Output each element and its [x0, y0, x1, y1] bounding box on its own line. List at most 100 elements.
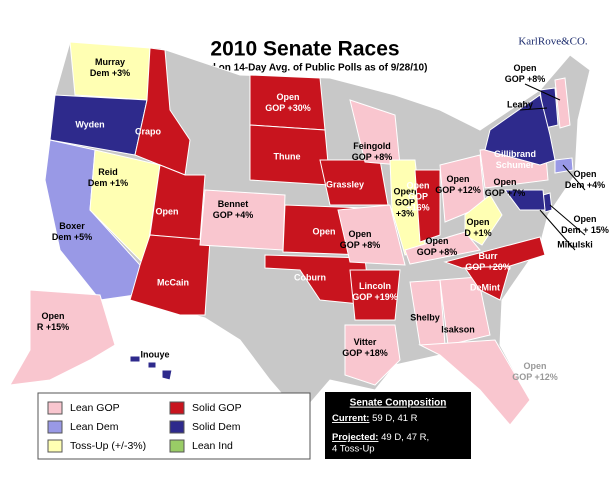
state-label: Lincoln: [359, 281, 391, 291]
legend-swatch: [47, 401, 63, 415]
state-label: Dem +4%: [565, 180, 605, 190]
state: [349, 269, 401, 321]
composition-text: Current: 59 D, 41 R: [332, 413, 418, 424]
state-label: +16%: [406, 202, 429, 212]
legend-swatch: [47, 439, 63, 453]
legend-swatch: [169, 401, 185, 415]
legend-label: Lean Ind: [192, 440, 233, 452]
state: [418, 339, 531, 426]
state-label: Open: [573, 169, 596, 179]
state-label: Feingold: [353, 141, 391, 151]
state-label: GOP +30%: [265, 103, 311, 113]
state-label: Open: [513, 63, 536, 73]
state-label: Inouye: [140, 349, 169, 359]
projected-label: Projected:: [332, 432, 378, 443]
title: 2010 Senate Races: [210, 38, 399, 61]
leader-line: [549, 204, 586, 236]
state-label: Open: [425, 236, 448, 246]
state-label: Shelby: [410, 312, 440, 322]
state-label: Boxer: [59, 221, 85, 231]
state-label: Open: [466, 217, 489, 227]
state: [504, 189, 546, 211]
state-label: Coburn: [294, 272, 326, 282]
state-label: Isakson: [441, 324, 475, 334]
state-label: GOP +12%: [512, 372, 558, 382]
state-label: D +1%: [464, 228, 491, 238]
state-label: Bennet: [218, 199, 249, 209]
state-label: Open: [155, 206, 178, 216]
state-label: Dem +1%: [88, 178, 128, 188]
legend-label: Solid GOP: [192, 402, 242, 414]
current-value: 59 D, 41 R: [372, 413, 418, 424]
composition-text: Projected: 49 D, 47 R,: [332, 432, 429, 443]
state-label: Crapo: [135, 126, 162, 136]
state-label: Gillibrand: [494, 149, 536, 159]
state-label: Open: [406, 180, 429, 190]
leader-line: [562, 164, 586, 191]
state-label: GOP +7%: [485, 188, 526, 198]
leader-line: [524, 83, 561, 101]
state-label: Leahy: [507, 99, 533, 109]
legend-swatch: [169, 439, 185, 453]
state-label: Open: [312, 226, 335, 236]
state-label: Thune: [274, 151, 301, 161]
state-label: Open: [446, 174, 469, 184]
state-label: GOP: [395, 197, 415, 207]
state-label: Mikulski: [557, 239, 593, 249]
legend-swatch: [169, 420, 185, 434]
state-label: Grassley: [326, 179, 364, 189]
legend-label: Toss-Up (+/-3%): [70, 440, 146, 452]
state: [9, 289, 116, 386]
state: [443, 236, 546, 269]
state-label: GOP +19%: [352, 292, 398, 302]
current-label: Current:: [332, 413, 369, 424]
legend-label: Lean GOP: [70, 402, 120, 414]
state-label: GOP +8%: [417, 247, 458, 257]
state-label: McCain: [157, 277, 189, 287]
state: [439, 276, 491, 346]
leader-line: [519, 107, 548, 111]
state-label: GOP +8%: [505, 74, 546, 84]
legend-label: Lean Dem: [70, 421, 119, 433]
state-label: Open: [393, 186, 416, 196]
state: [149, 164, 206, 241]
state-label: Reid: [98, 167, 118, 177]
state-label: Schumer: [496, 160, 535, 170]
state-label: +3%: [396, 208, 414, 218]
projected-value: 49 D, 47 R,: [381, 432, 429, 443]
state-label: Burr: [478, 251, 497, 261]
state-label: Dem +5%: [52, 232, 92, 242]
state-label: Wyden: [75, 119, 104, 129]
state-label: DeMint: [470, 282, 500, 292]
state: [344, 324, 401, 386]
composition-title: Senate Composition: [350, 398, 447, 409]
state: [129, 355, 173, 381]
state-label: Open: [523, 361, 546, 371]
state-label: Dem +3%: [90, 68, 130, 78]
state-label: Open: [573, 214, 596, 224]
logo: KarlRove&CO.: [518, 36, 588, 48]
state: [404, 231, 481, 265]
state-label: Murray: [95, 57, 125, 67]
legend-label: Solid Dem: [192, 421, 241, 433]
state-label: R +15%: [37, 322, 69, 332]
state-label: GOP +8%: [340, 240, 381, 250]
state-label: GOP +8%: [352, 152, 393, 162]
state: [554, 77, 571, 129]
state: [414, 169, 441, 243]
state-label: Open: [276, 92, 299, 102]
state-label: Open: [493, 177, 516, 187]
state-label: Open: [348, 229, 371, 239]
state-label: GOP +12%: [435, 185, 481, 195]
leader-line: [539, 209, 576, 251]
state-label: GOP +20%: [465, 262, 511, 272]
state-label: Vitter: [354, 337, 377, 347]
state-label: GOP +4%: [213, 210, 254, 220]
state-label: GOP: [408, 191, 428, 201]
composition-text: 4 Toss-Up: [332, 444, 375, 455]
state-label: GOP +18%: [342, 348, 388, 358]
state: [337, 204, 406, 266]
legend-swatch: [47, 420, 63, 434]
state-label: Dem + 15%: [561, 225, 609, 235]
